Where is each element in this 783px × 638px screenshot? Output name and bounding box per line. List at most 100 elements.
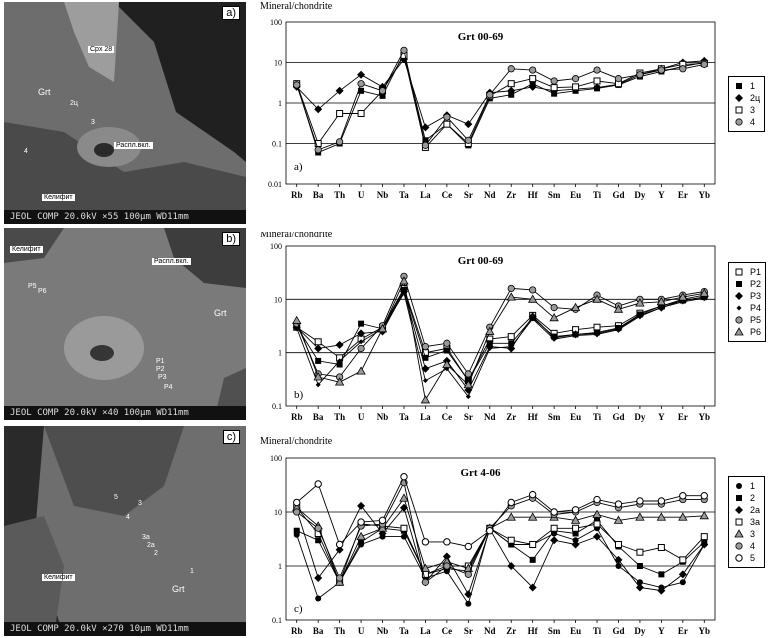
series-4: [293, 479, 708, 586]
data-point: [679, 65, 687, 73]
data-point: [464, 570, 472, 578]
data-point: [443, 120, 451, 128]
bse-b-scale-bar: JEOL COMP 20.0kV ×40 100µm WD11mm: [4, 406, 246, 420]
data-point: [485, 326, 495, 335]
legend-marker: [735, 542, 743, 550]
legend-marker: [735, 268, 743, 276]
x-tick-label: Yb: [699, 626, 711, 636]
legend-marker-shape: [736, 495, 742, 501]
x-tick-label: Gd: [612, 626, 624, 636]
x-tick-label: Zr: [506, 626, 516, 636]
legend-label: 2a: [750, 505, 761, 515]
data-point: [420, 395, 431, 404]
data-point: [592, 509, 602, 518]
legend-label: P2: [750, 279, 762, 289]
x-tick-label: Dy: [634, 412, 645, 422]
x-tick-label: Er: [678, 626, 688, 636]
legend-b: P1 P2 P3 P4 P5 P6: [728, 262, 767, 342]
bse-b-label-p2: P2: [156, 366, 165, 373]
data-point: [593, 532, 602, 541]
legend-label: 4: [750, 541, 756, 551]
legend-entry: P4: [733, 302, 761, 314]
data-point: [658, 305, 664, 311]
legend-label: P6: [750, 327, 762, 337]
series-line: [296, 275, 705, 378]
data-point: [507, 284, 515, 293]
data-point: [293, 81, 301, 89]
data-point: [400, 473, 408, 481]
data-point: [358, 87, 365, 94]
data-point: [400, 46, 408, 54]
y-tick-label: 1: [278, 562, 282, 571]
legend-marker-shape: [736, 305, 742, 311]
bse-image-b: Келифит Распл.вкл. Grt P5 P6 P1 P2 P3 P4…: [4, 228, 246, 420]
data-point: [358, 320, 365, 327]
bse-c-label-2a: 2a: [147, 542, 155, 549]
bse-a-letter: a): [222, 6, 240, 20]
data-point: [593, 495, 601, 504]
y-axis-label: Mineral/chondrite: [260, 436, 333, 447]
bse-c-scale-bar: JEOL COMP 20.0kV ×270 10µm WD11mm: [4, 622, 246, 636]
data-point: [700, 533, 708, 541]
data-point: [636, 548, 644, 556]
data-point: [314, 480, 322, 488]
legend-marker-shape: [735, 518, 743, 526]
legend-entry: P5: [733, 314, 761, 326]
x-tick-label: Yb: [699, 190, 711, 200]
data-point: [422, 378, 428, 384]
data-point: [635, 512, 645, 521]
legend-marker: [736, 483, 742, 489]
data-point: [486, 91, 494, 99]
data-point: [572, 83, 580, 91]
data-point: [464, 370, 472, 378]
x-tick-label: Gd: [612, 412, 624, 422]
x-tick-label: Sm: [548, 412, 561, 422]
x-tick-label: Ta: [399, 626, 409, 636]
bse-a-label-cpx: Cpx 28: [88, 46, 115, 53]
x-tick-label: Sm: [548, 190, 561, 200]
data-point: [593, 66, 601, 74]
data-point: [358, 339, 364, 345]
chart-title: Grt 00-69: [458, 255, 504, 267]
bse-c-label-3: 3: [138, 500, 142, 507]
legend-entry: 3: [733, 104, 760, 116]
data-point: [700, 60, 708, 68]
data-point: [678, 570, 687, 579]
bse-b-letter: b): [222, 232, 240, 246]
y-tick-label: 100: [270, 242, 282, 251]
data-point: [486, 527, 494, 535]
x-tick-label: Ba: [313, 190, 324, 200]
data-point: [571, 540, 580, 549]
data-point: [593, 520, 601, 528]
legend-marker-shape: [735, 316, 743, 324]
legend-entry: 2a: [733, 504, 760, 516]
data-point: [507, 562, 516, 570]
series-line: [296, 49, 705, 151]
legend-label: 3: [750, 529, 756, 539]
bse-b-label-p1: P1: [156, 358, 165, 365]
legend-label: 3: [750, 105, 756, 115]
data-point: [443, 347, 450, 354]
data-point: [550, 77, 558, 85]
data-point: [336, 574, 344, 582]
data-point: [614, 541, 622, 549]
legend-marker: [735, 554, 743, 562]
bse-a-label-2c: 2ц: [70, 100, 78, 107]
bse-c-label-3a: 3a: [142, 534, 150, 541]
data-point: [336, 361, 343, 368]
data-point: [356, 366, 366, 375]
legend-marker-shape: [735, 554, 743, 562]
legend-label: P5: [750, 315, 762, 325]
data-point: [572, 537, 579, 544]
data-point: [357, 501, 366, 510]
bse-a-label-kelyphite: Келифит: [42, 194, 75, 201]
legend-marker: [736, 281, 742, 287]
bse-image-c-graphic: [4, 426, 246, 636]
data-point: [337, 358, 343, 364]
data-point: [464, 542, 473, 551]
series-line: [296, 279, 705, 402]
data-point: [571, 75, 580, 83]
data-point: [463, 379, 474, 389]
x-tick-label: Nb: [377, 412, 389, 422]
data-point: [572, 530, 579, 537]
